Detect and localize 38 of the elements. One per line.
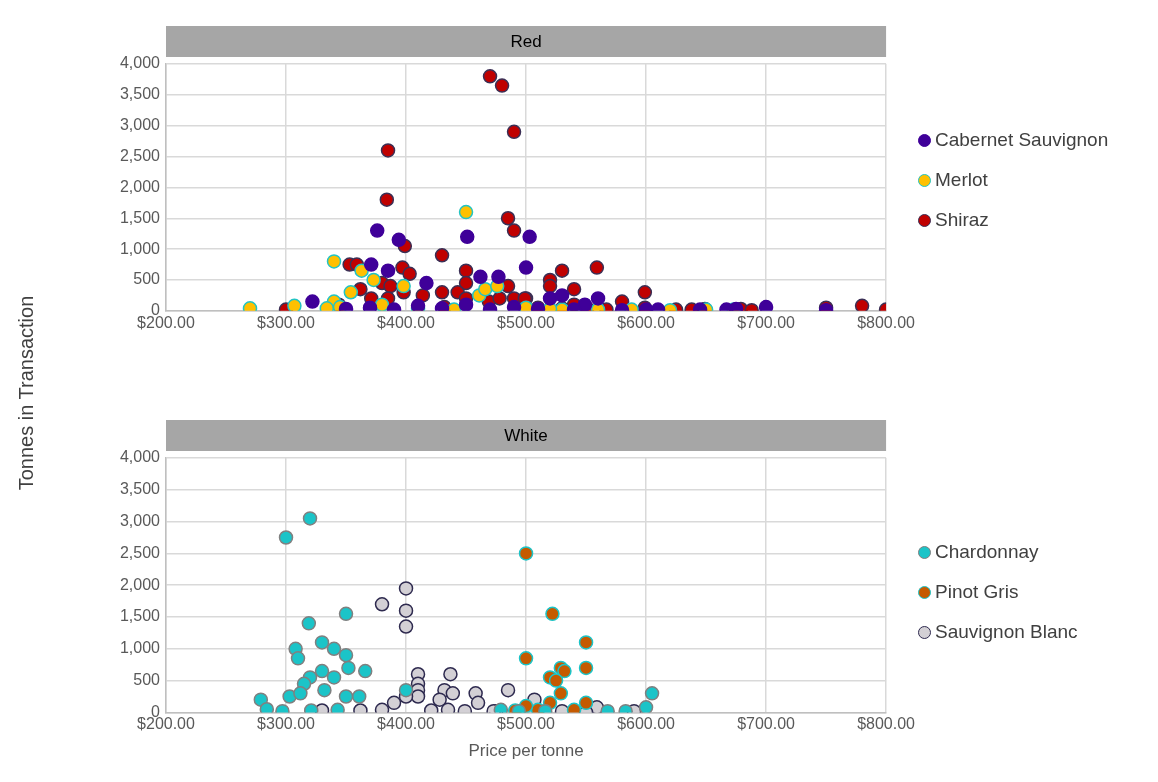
y-tick-label: 3,000 <box>119 116 161 134</box>
legend-label: Cabernet Sauvignon <box>935 129 1109 151</box>
y-tick-label: 2,000 <box>119 575 161 593</box>
legend-label: Shiraz <box>935 209 989 231</box>
y-tick-label: 4,000 <box>119 448 161 466</box>
y-tick-label: 500 <box>133 270 161 288</box>
y-tick-label: 3,500 <box>119 480 161 498</box>
x-tick-label: $700.00 <box>737 715 796 733</box>
y-tick-label: 4,000 <box>119 54 161 72</box>
y-tick-label: 1,000 <box>119 239 161 257</box>
legend-label: Chardonnay <box>935 541 1039 563</box>
x-tick-label: $600.00 <box>617 313 676 331</box>
x-tick-label: $800.00 <box>857 313 916 331</box>
y-tick-label: 3,500 <box>119 85 161 103</box>
y-tick-label: 2,500 <box>119 543 161 561</box>
chart-title: White <box>504 425 548 445</box>
legend-label: Pinot Gris <box>935 581 1019 603</box>
y-tick-label: 1,000 <box>119 639 161 657</box>
x-axis-title: Price per tonne <box>468 741 584 761</box>
legend-label: Sauvignon Blanc <box>935 621 1078 643</box>
y-tick-label: 500 <box>133 671 161 689</box>
y-tick-label: 3,000 <box>119 512 161 530</box>
x-tick-label: $500.00 <box>497 313 556 331</box>
legend-label: Merlot <box>935 169 988 191</box>
y-axis-title: Tonnes in Transaction <box>14 295 38 491</box>
x-tick-label: $600.00 <box>617 715 676 733</box>
y-tick-label: 1,500 <box>119 208 161 226</box>
x-tick-label: $300.00 <box>257 715 316 733</box>
x-tick-label: $400.00 <box>377 313 436 331</box>
y-tick-label: 2,500 <box>119 146 161 164</box>
y-tick-label: 1,500 <box>119 607 161 625</box>
x-tick-label: $800.00 <box>857 715 916 733</box>
x-tick-label: $700.00 <box>737 313 796 331</box>
chart-title: Red <box>510 31 542 51</box>
x-tick-label: $300.00 <box>257 313 316 331</box>
x-tick-label: $500.00 <box>497 715 556 733</box>
y-tick-label: 2,000 <box>119 177 161 195</box>
x-tick-label: $400.00 <box>377 715 436 733</box>
